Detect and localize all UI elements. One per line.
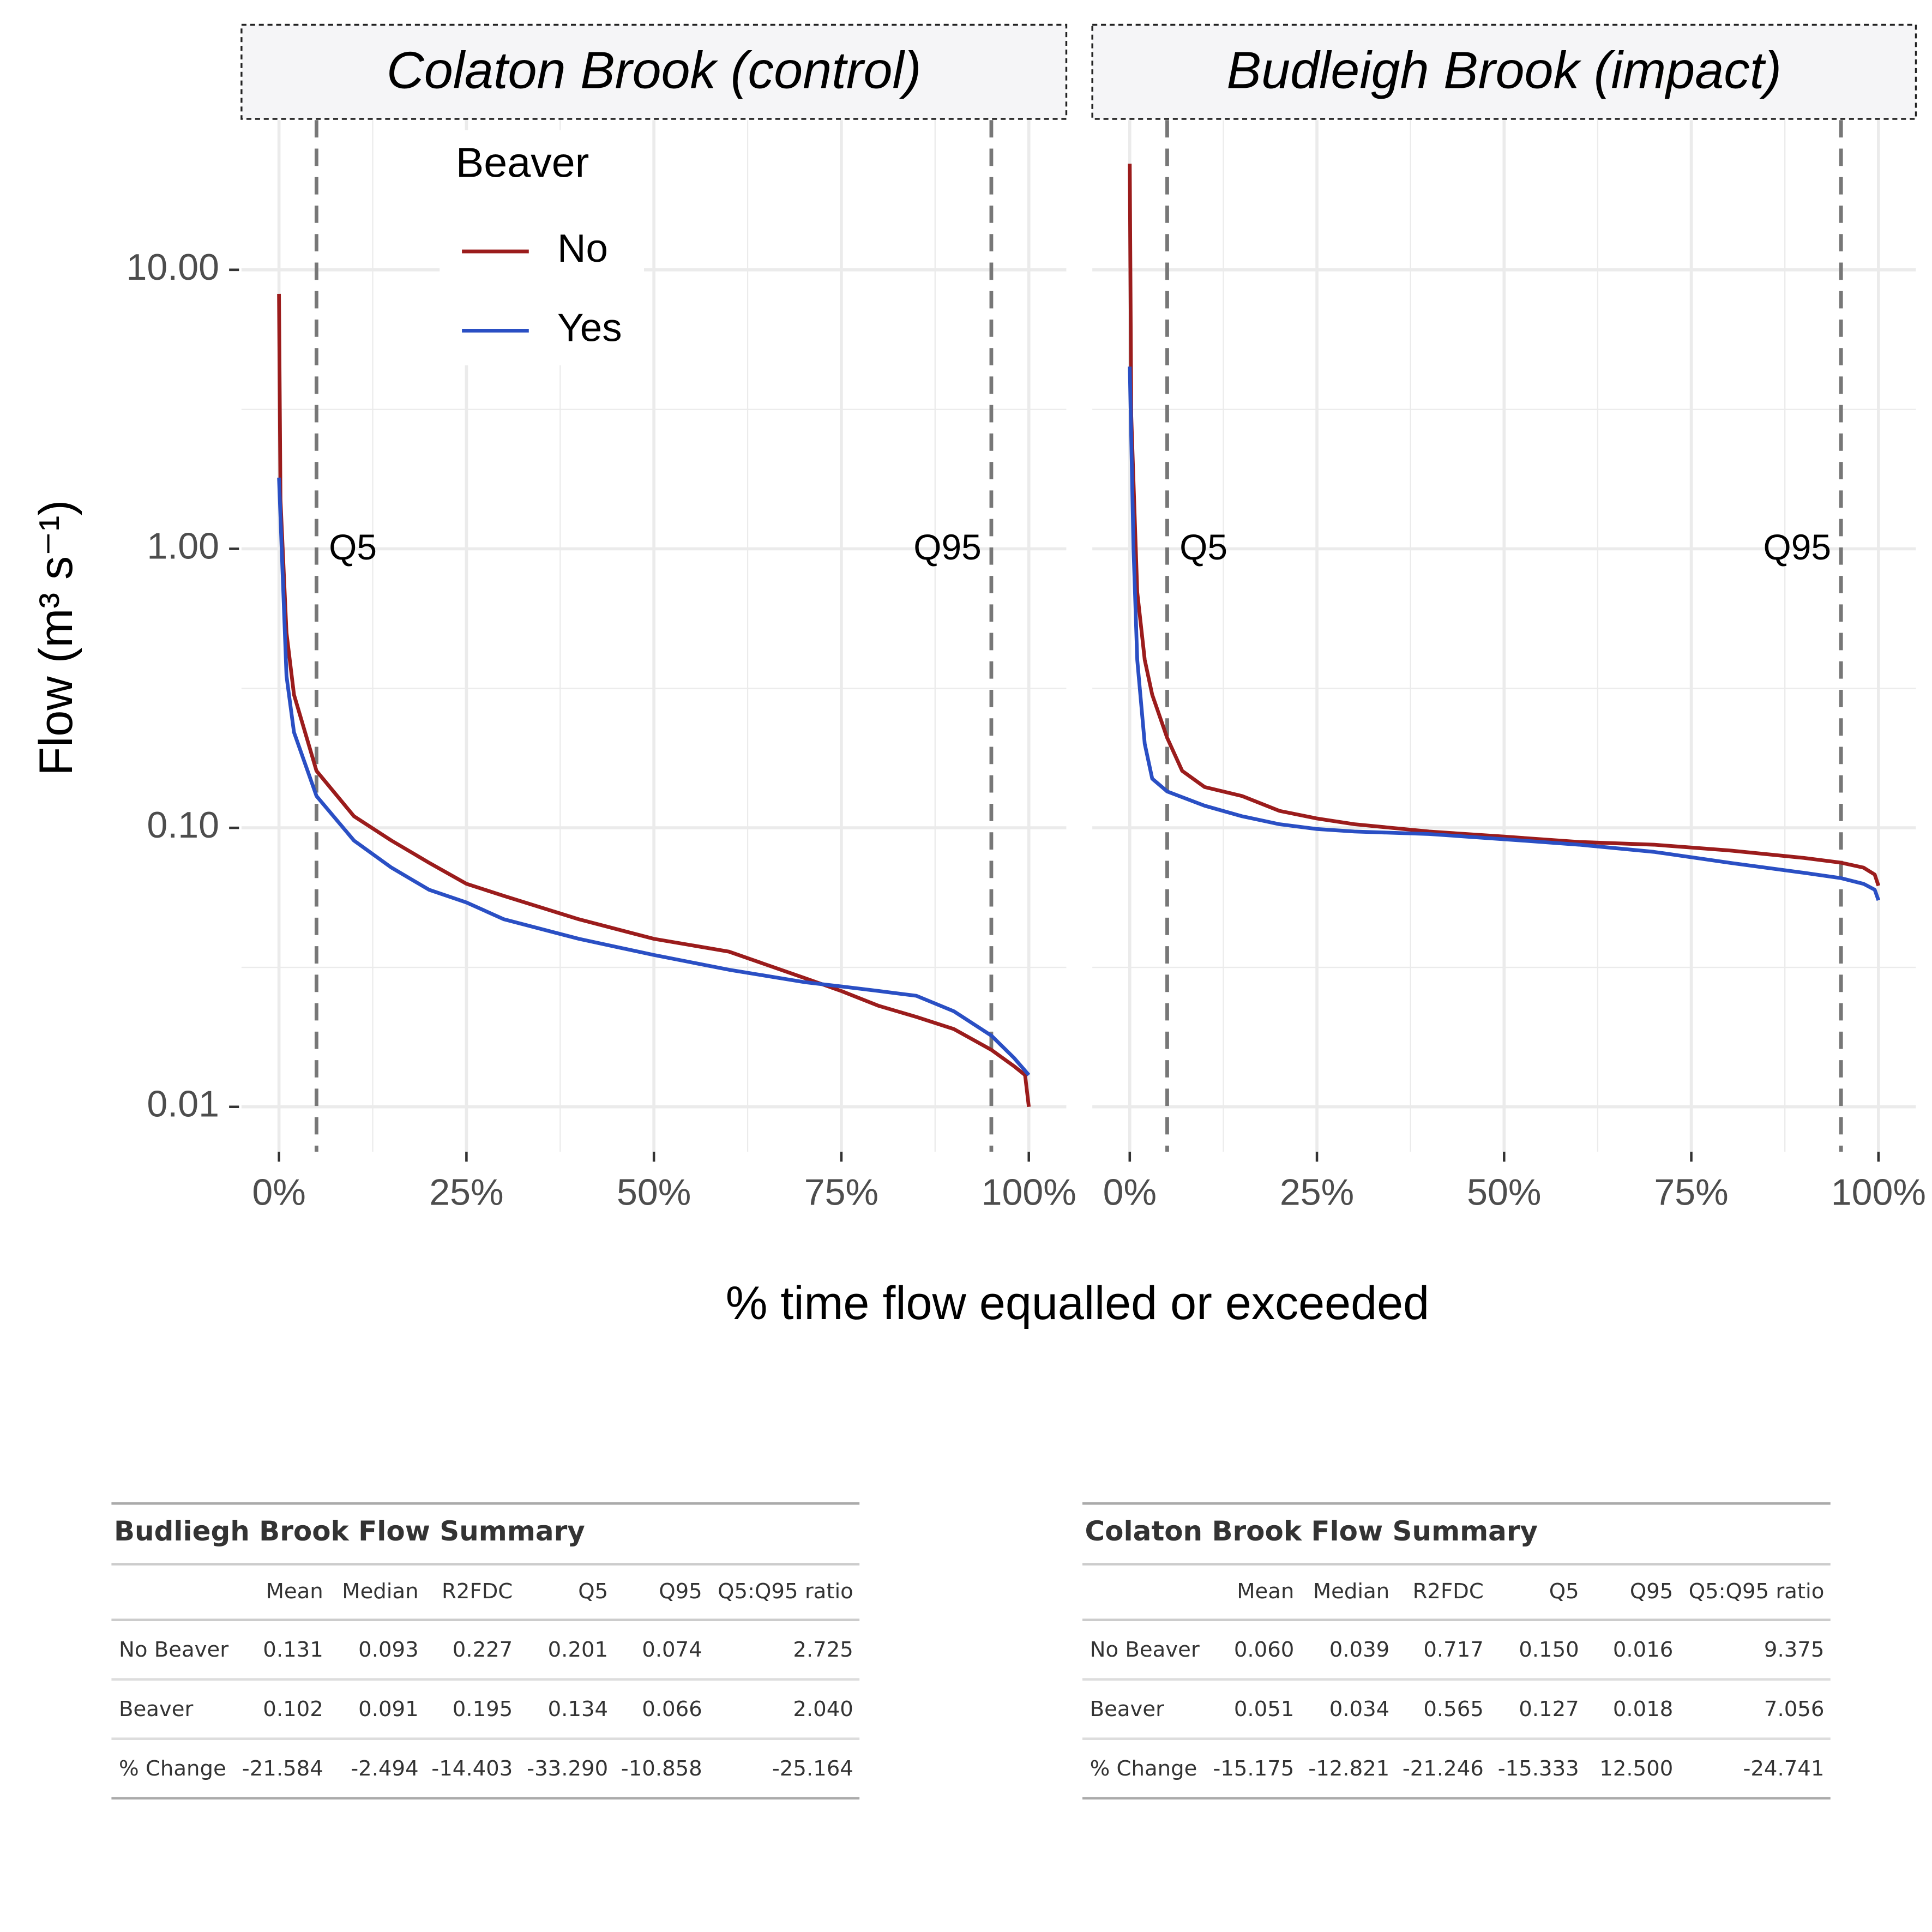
x-tick-label: 0% xyxy=(252,1172,305,1213)
table-cell: -24.741 xyxy=(1743,1756,1824,1781)
x-tick-label: 100% xyxy=(982,1172,1076,1213)
table-title: Colaton Brook Flow Summary xyxy=(1085,1515,1538,1547)
table-cell: 0.150 xyxy=(1519,1638,1579,1662)
legend-label: Yes xyxy=(557,306,622,350)
x-tick-label: 0% xyxy=(1103,1172,1157,1213)
row-label: No Beaver xyxy=(1090,1638,1200,1662)
table-cell: 0.134 xyxy=(548,1697,609,1722)
legend-label: No xyxy=(557,226,608,270)
column-header: Q5:Q95 ratio xyxy=(1689,1579,1825,1604)
column-header: R2FDC xyxy=(1413,1579,1484,1604)
x-tick-label: 75% xyxy=(1654,1172,1728,1213)
column-header: Mean xyxy=(266,1579,323,1604)
flow-line xyxy=(277,293,1031,1108)
table-cell: 0.201 xyxy=(548,1638,609,1662)
table-cell: -2.494 xyxy=(351,1756,418,1781)
y-tick-label: 0.01 xyxy=(147,1084,219,1125)
table-cell: 0.131 xyxy=(263,1638,323,1662)
reference-label: Q95 xyxy=(913,527,981,567)
table-cell: -15.333 xyxy=(1498,1756,1579,1781)
table-cell: 9.375 xyxy=(1764,1638,1825,1662)
y-tick-label: 0.10 xyxy=(147,804,219,846)
reference-label: Q95 xyxy=(1764,527,1831,567)
table-cell: 0.074 xyxy=(642,1638,702,1662)
table-cell: 0.018 xyxy=(1613,1697,1674,1722)
column-header: Q95 xyxy=(659,1579,702,1604)
table-cell: 0.102 xyxy=(263,1697,323,1722)
x-tick-label: 50% xyxy=(1467,1172,1541,1213)
x-tick-label: 50% xyxy=(617,1172,691,1213)
column-header: Q5:Q95 ratio xyxy=(718,1579,853,1604)
y-tick-label: 10.00 xyxy=(127,246,219,288)
reference-label: Q5 xyxy=(329,527,377,567)
legend-background xyxy=(440,130,644,365)
flow-line xyxy=(1128,164,1881,887)
table-cell: -10.858 xyxy=(621,1756,702,1781)
strip xyxy=(240,23,1068,120)
row-label: % Change xyxy=(119,1756,226,1781)
table-cell: -21.246 xyxy=(1403,1756,1484,1781)
reference-label: Q5 xyxy=(1179,527,1227,567)
legend-title: Beaver xyxy=(456,140,589,186)
row-label: Beaver xyxy=(119,1697,193,1722)
column-header: Q5 xyxy=(1549,1579,1579,1604)
table-cell: 0.034 xyxy=(1329,1697,1390,1722)
row-label: No Beaver xyxy=(119,1638,228,1662)
row-label: % Change xyxy=(1090,1756,1197,1781)
column-header: Q95 xyxy=(1630,1579,1674,1604)
panel-title: Colaton Brook (control) xyxy=(387,41,922,99)
x-axis-label: % time flow equalled or exceeded xyxy=(726,1277,1429,1329)
table-cell: -14.403 xyxy=(431,1756,513,1781)
table-cell: 7.056 xyxy=(1764,1697,1825,1722)
flow-line xyxy=(1128,366,1881,901)
y-axis-label: Flow (m³ s⁻¹) xyxy=(30,500,82,776)
x-tick-label: 25% xyxy=(1280,1172,1354,1213)
table-cell: 0.060 xyxy=(1234,1638,1294,1662)
table-cell: 2.040 xyxy=(793,1697,853,1722)
table-title: Budliegh Brook Flow Summary xyxy=(114,1515,585,1547)
column-header: Median xyxy=(342,1579,418,1604)
panel-title: Budleigh Brook (impact) xyxy=(1226,41,1781,99)
strip xyxy=(1091,23,1917,120)
table-cell: 0.195 xyxy=(453,1697,513,1722)
y-tick-label: 1.00 xyxy=(147,525,219,567)
table-cell: -15.175 xyxy=(1213,1756,1294,1781)
table-cell: 2.725 xyxy=(793,1638,853,1662)
table-cell: 0.051 xyxy=(1234,1697,1294,1722)
column-header: Median xyxy=(1313,1579,1389,1604)
table-cell: 0.565 xyxy=(1423,1697,1484,1722)
table-cell: 12.500 xyxy=(1599,1756,1673,1781)
row-label: Beaver xyxy=(1090,1697,1164,1722)
table-cell: -21.584 xyxy=(242,1756,323,1781)
x-tick-label: 75% xyxy=(804,1172,878,1213)
table-cell: 0.016 xyxy=(1613,1638,1674,1662)
table-cell: -12.821 xyxy=(1308,1756,1389,1781)
table-cell: 0.227 xyxy=(453,1638,513,1662)
table-cell: -33.290 xyxy=(527,1756,608,1781)
x-tick-label: 25% xyxy=(429,1172,503,1213)
flow-line xyxy=(277,477,1031,1076)
table-cell: 0.717 xyxy=(1423,1638,1484,1662)
table-cell: 0.091 xyxy=(358,1697,419,1722)
column-header: R2FDC xyxy=(442,1579,513,1604)
column-header: Mean xyxy=(1237,1579,1294,1604)
x-tick-label: 100% xyxy=(1831,1172,1926,1213)
table-cell: -25.164 xyxy=(772,1756,853,1781)
table-cell: 0.039 xyxy=(1329,1638,1390,1662)
table-cell: 0.066 xyxy=(642,1697,702,1722)
table-cell: 0.093 xyxy=(358,1638,419,1662)
column-header: Q5 xyxy=(578,1579,608,1604)
table-cell: 0.127 xyxy=(1519,1697,1579,1722)
